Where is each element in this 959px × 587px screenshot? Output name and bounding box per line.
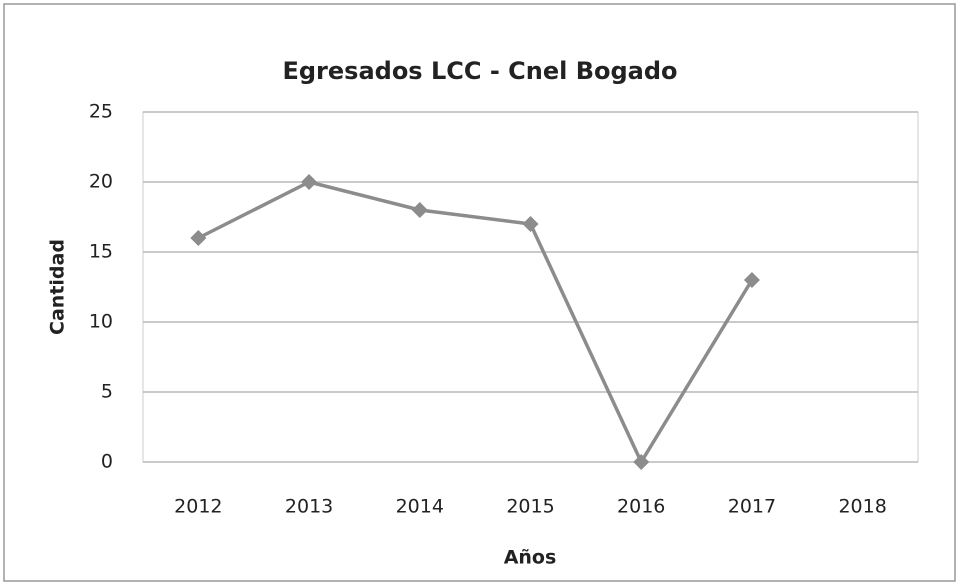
chart-border (3, 3, 956, 582)
x-axis-label: Años (504, 547, 557, 569)
marker (411, 202, 428, 218)
y-tick-label: 20 (89, 171, 113, 193)
x-tick-label: 2015 (506, 496, 554, 518)
line (197, 180, 754, 464)
y-tick-label: 0 (101, 451, 113, 473)
marker (522, 216, 539, 232)
x-tick-label: 2014 (396, 496, 444, 518)
marker (190, 230, 207, 246)
marker (633, 454, 650, 470)
y-tick-label: 15 (89, 241, 113, 263)
x-tick-label: 2017 (728, 496, 776, 518)
y-tick-label: 25 (89, 101, 113, 123)
y-axis-label: Cantidad (47, 239, 69, 335)
marker (301, 174, 318, 190)
y-tick-label: 10 (89, 311, 113, 333)
x-tick-label: 2018 (838, 496, 886, 518)
marker (743, 272, 760, 288)
chart-title: Egresados LCC - Cnel Bogado (282, 57, 677, 85)
x-tick-label: 2013 (285, 496, 333, 518)
y-tick-label: 5 (101, 381, 113, 403)
x-tick-label: 2012 (174, 496, 222, 518)
x-tick-label: 2016 (617, 496, 665, 518)
